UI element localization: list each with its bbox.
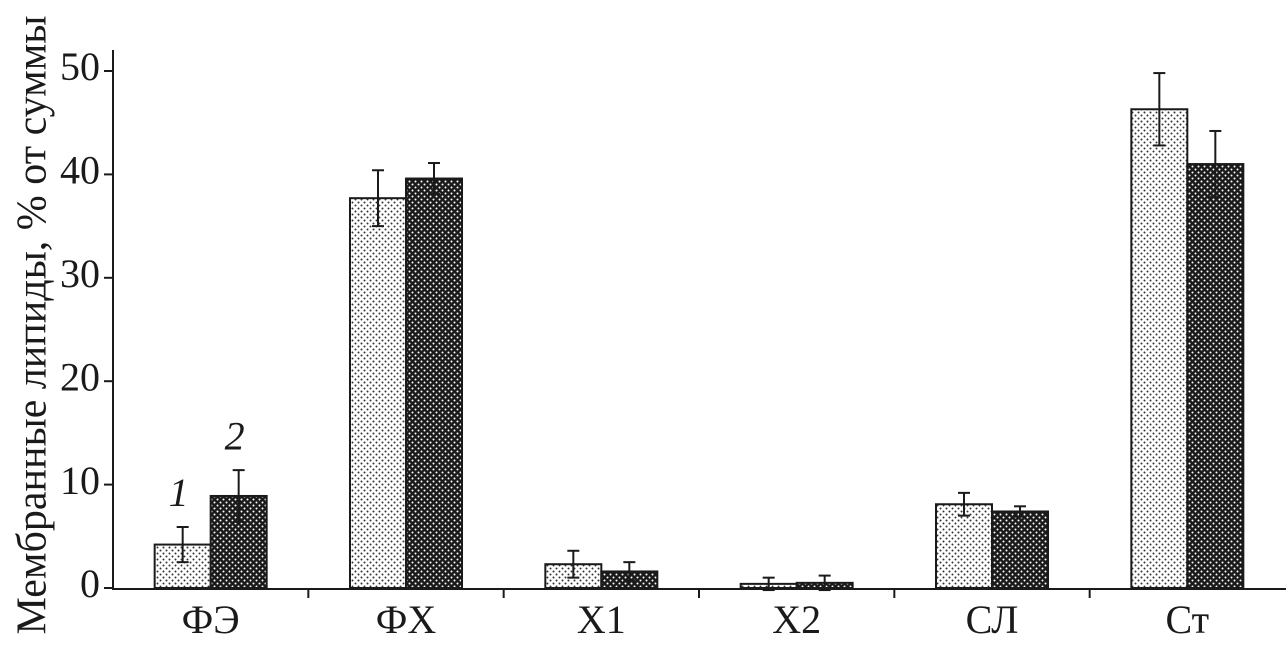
error-bar [1209, 129, 1222, 199]
y-tick-label: 20 [60, 354, 100, 399]
bar [1130, 108, 1189, 590]
series-label: 2 [225, 413, 245, 458]
error-bar [818, 574, 831, 592]
x-tick-label: Ст [1166, 597, 1210, 642]
error-bar [623, 561, 636, 582]
y-tick-label: 30 [60, 251, 100, 296]
bar [991, 510, 1049, 590]
y-axis-label: Мембранные липиды, % от суммы [10, 15, 56, 634]
error-bar [762, 576, 775, 592]
error-bar [232, 469, 245, 523]
error-bar [1014, 505, 1026, 518]
x-tick-label: ФХ [376, 597, 437, 642]
y-tick-label: 0 [80, 561, 100, 606]
bar [1186, 163, 1245, 589]
bar [405, 177, 463, 589]
x-tick-label: Х2 [772, 597, 821, 642]
x-tick-label: Х1 [577, 597, 626, 642]
bar [935, 503, 993, 589]
series-label: 1 [169, 470, 189, 515]
y-tick-label: 50 [60, 44, 100, 89]
error-bar [1153, 72, 1166, 147]
error-bar [567, 549, 580, 579]
bar [349, 197, 407, 589]
error-bar [372, 169, 384, 228]
error-bar [958, 491, 970, 517]
y-tick-label: 40 [60, 148, 100, 193]
error-bar [428, 162, 440, 196]
error-bar [176, 525, 189, 564]
x-tick-label: СЛ [966, 597, 1019, 642]
x-tick-label: ФЭ [182, 597, 240, 642]
y-tick-label: 10 [60, 458, 100, 503]
